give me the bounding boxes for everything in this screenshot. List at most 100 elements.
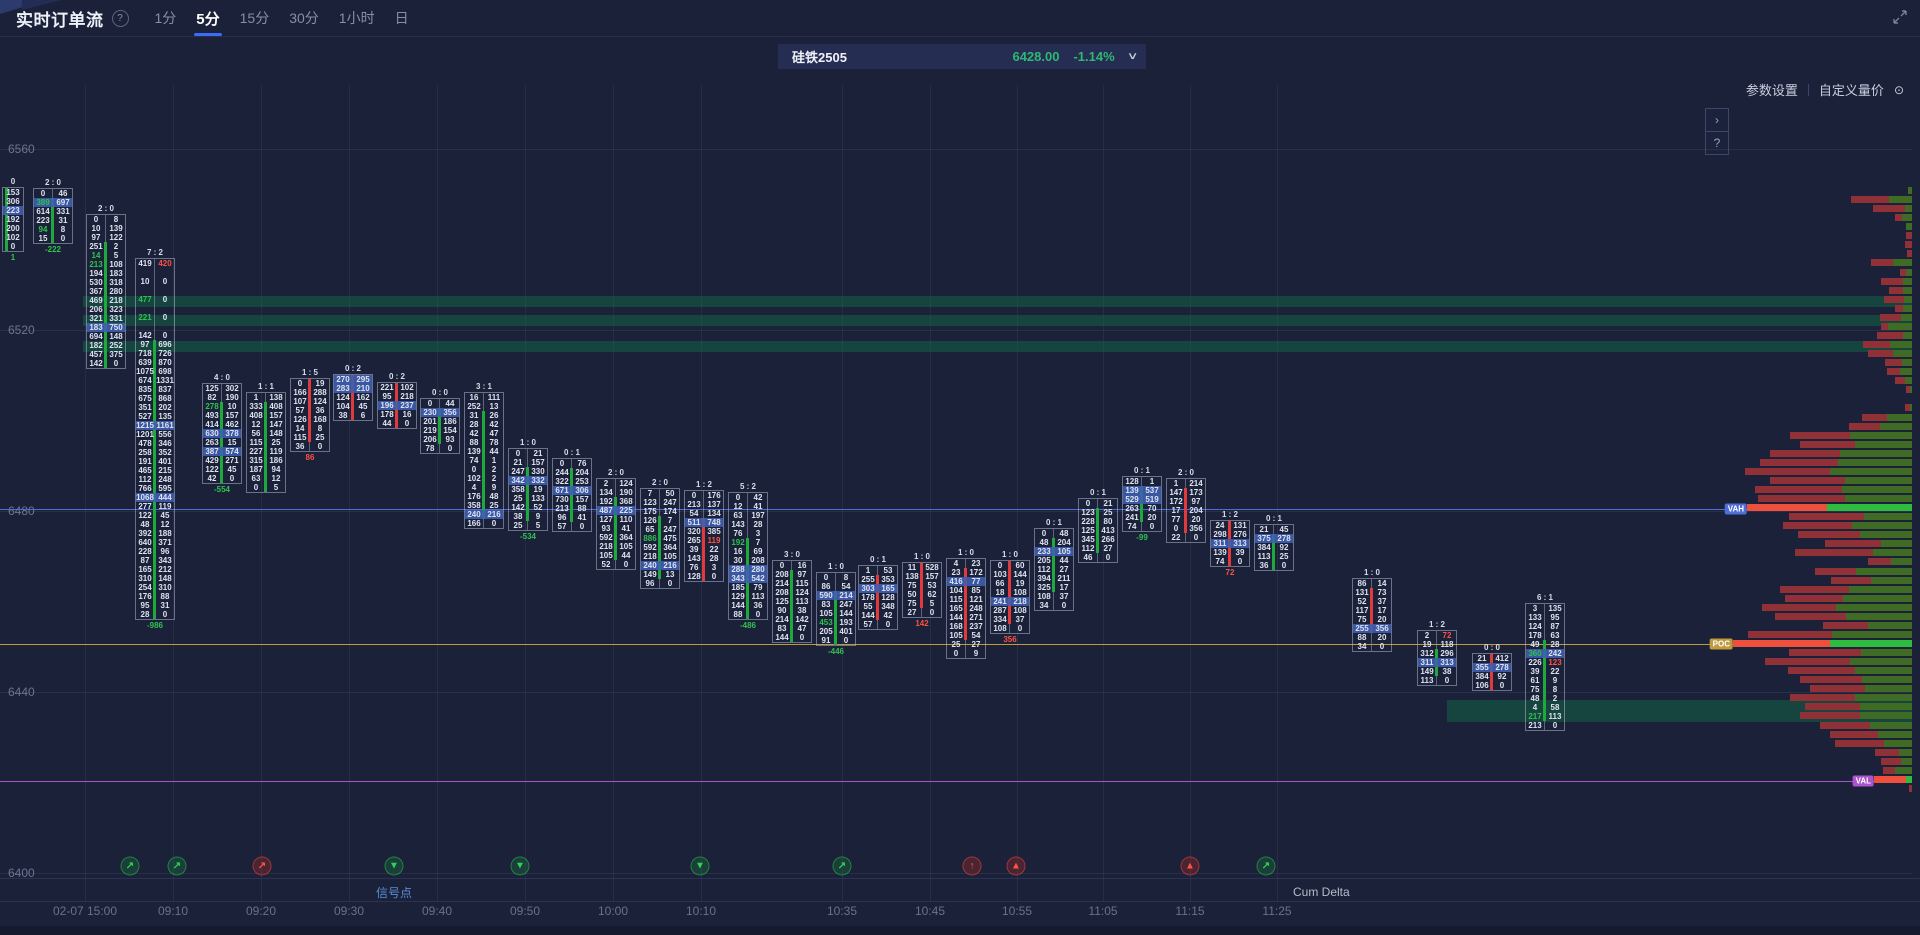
footprint-candle[interactable]: 4 23 23 172 416 77 104 85 115 121 165 248 144 271 168 2…	[946, 548, 986, 659]
chevron-down-icon[interactable]: ∨	[1126, 51, 1139, 62]
signal-marker-sell[interactable]: ↗	[252, 856, 272, 876]
footprint-candle[interactable]: 21 45 375 278 384 92 113 25 36 0 0 : 1	[1254, 514, 1294, 571]
footprint-candle[interactable]: 24 131 298 276 311 313 139 39 74 0 1 : 2 72	[1210, 510, 1250, 577]
footprint-candle[interactable]: 270 295 283 210 124 162 104 45 38 6 0 : 2	[333, 364, 373, 421]
ask-cell: 88	[577, 504, 587, 513]
ask-cell: 412	[1495, 654, 1509, 663]
profile-bar-buy	[1871, 577, 1912, 584]
footprint-candle[interactable]: 0 176 213 137 54 134 511 748 320 385 265 119 39 22 143…	[684, 480, 724, 582]
ask-cell: 174	[663, 507, 677, 516]
signal-marker-buy[interactable]: ▼	[690, 856, 710, 876]
candle-body	[1184, 488, 1187, 533]
footprint-candle[interactable]: 16 111 252 13 31 26 28 42 42 47 88 78 139 44 74 1 0 2 102 2…	[464, 382, 504, 529]
signal-marker-sell[interactable]: ▲	[1006, 856, 1026, 876]
bid-cell: 88	[1357, 633, 1367, 642]
footprint-candle[interactable]: 1 214 147 173 172 97 17 204 77 20 0 356 22 0 2 : 0	[1166, 468, 1206, 543]
candle-row: 74 0	[1211, 557, 1249, 566]
ask-cell: 0	[799, 633, 805, 642]
footprint-candle[interactable]: 1 53 255 353 303 165 178 128 55 348 144 42 57 0 0 : 1	[858, 555, 898, 630]
signal-marker-sell[interactable]: ▲	[1180, 856, 1200, 876]
footprint-candle[interactable]: 0 19 166 288 107 124 57 36 126 168 14 8 115 25 36 0 1 : …	[290, 368, 330, 462]
candle-body	[1490, 654, 1493, 690]
footprint-candle[interactable]: 0 76 244 204 322 253 671 306 730 157 213 88 96 41 57 0 0…	[552, 448, 592, 532]
footprint-candle[interactable]: 0 46 389 697 614 331 223 31 94 8 15 0 2 : 0 -222	[33, 178, 73, 254]
ask-cell: 20	[1147, 513, 1157, 522]
parameter-settings-button[interactable]: 参数设置	[1745, 83, 1798, 98]
ask-cell: 0	[579, 522, 585, 531]
ask-cell: 46	[58, 189, 68, 198]
ask-cell: 444	[158, 493, 172, 502]
footprint-candle[interactable]: 0 44 230 356 201 186 219 154 206 93 78 0 0 : 0	[420, 388, 460, 454]
signal-marker-buy[interactable]: ▼	[510, 856, 530, 876]
profile-bar-sell	[1907, 250, 1912, 257]
top-bar: 实时订单流 ? 1分 5分 15分 30分 1小时 日	[0, 0, 1920, 36]
ask-cell: 0	[229, 474, 235, 483]
gridline-vertical	[1017, 85, 1018, 902]
footprint-candle[interactable]: 153 306 223 192 200 102 0 0 1	[2, 177, 24, 262]
signal-marker-buy[interactable]: ↗	[832, 856, 852, 876]
signal-marker-buy[interactable]: ↗	[1256, 856, 1276, 876]
candle-row: 76 3	[685, 563, 723, 572]
ask-cell: 216	[663, 561, 677, 570]
custom-volume-price-button[interactable]: 自定义量价	[1818, 83, 1884, 98]
ask-cell: 105	[663, 552, 677, 561]
footprint-candle[interactable]: 0 42 12 41 63 197 143 28 76 3 192 7 16 69 30 208 288 280 3…	[728, 482, 768, 630]
footprint-candle[interactable]: 2 72 19 118 312 296 311 313 149 38 113 0 1 : 2	[1417, 620, 1457, 686]
profile-bar-sell	[1810, 685, 1865, 692]
bid-cell: 0	[253, 483, 259, 492]
candle-row: 590 214	[817, 591, 855, 600]
footprint-candle[interactable]: 0 8 10 139 97 122 251 2 14 5 213 108 194 183 530 318 367…	[86, 204, 126, 369]
fullscreen-icon[interactable]	[1892, 9, 1908, 25]
footprint-candle[interactable]: 2 124 134 190 192 368 487 225 127 110 93 41 592 364 21…	[596, 468, 636, 570]
bid-cell: 88	[733, 610, 743, 619]
instrument-selector[interactable]: 硅铁2505 6428.00 -1.14% ∨	[778, 44, 1146, 69]
tab-1分[interactable]: 1分	[154, 10, 177, 26]
footprint-candle[interactable]: 125 302 82 190 278 10 493 157 414 462 630 378 263 15 3…	[202, 373, 242, 494]
signal-marker-sell[interactable]: ↑	[962, 856, 982, 876]
footprint-candle[interactable]: 0 21 21 157 247 330 342 332 358 19 25 133 142 52 38 9 25…	[508, 438, 548, 541]
footprint-candle[interactable]: 419 420 10 0 477 0 221 0 142 0 97 696 718 726 639 870 10…	[135, 248, 175, 630]
footprint-candle[interactable]: 86 14 131 73 52 37 117 17 75 20 255 356 88 20 34 0 1 : 0	[1352, 568, 1392, 652]
ask-cell: 0	[1149, 522, 1155, 531]
footprint-candle[interactable]: 0 60 103 144 66 19 18 108 241 218 287 108 334 37 108 0 1…	[990, 550, 1030, 644]
candle-row: 196 237	[378, 401, 416, 410]
tab-15分[interactable]: 15分	[239, 10, 270, 26]
panel-help-button[interactable]: ?	[1705, 131, 1729, 155]
tab-1小时[interactable]: 1小时	[338, 10, 375, 26]
profile-bar-sell	[1884, 296, 1904, 303]
candle-row: 639 870	[136, 358, 174, 367]
footprint-candle[interactable]: 11 528 138 157 75 53 50 62 75 5 27 0 1 : 0 142	[902, 552, 942, 628]
collapse-panel-button[interactable]: ›	[1705, 108, 1729, 132]
tab-日[interactable]: 日	[394, 10, 409, 26]
tab-5分[interactable]: 5分	[194, 8, 222, 36]
help-icon[interactable]: ?	[111, 9, 129, 27]
profile-bar-sell	[1877, 332, 1903, 339]
bid-cell: 76	[689, 563, 699, 572]
bid-cell: 112	[1081, 544, 1095, 553]
volume-band	[83, 296, 1912, 307]
ask-cell: 542	[751, 574, 765, 583]
footprint-candle[interactable]: 0 21 123 25 228 80 125 413 345 266 112 27 46 0 0 : 1	[1078, 488, 1118, 563]
signal-marker-buy[interactable]: ↗	[120, 856, 140, 876]
footprint-candle[interactable]: 3 135 133 95 124 87 178 63 49 28 360 242 226 123 39 22 6…	[1525, 593, 1565, 731]
footprint-candle[interactable]: 21 412 355 278 384 92 106 0 0 : 0	[1472, 643, 1512, 691]
signal-marker-buy[interactable]: ▼	[384, 856, 404, 876]
signal-marker-buy[interactable]: ↗	[167, 856, 187, 876]
footprint-candle[interactable]: 221 102 95 218 196 237 178 16 44 0 0 : 2	[377, 372, 417, 429]
time-tick-label: 09:50	[509, 904, 541, 918]
bid-cell: 77	[1171, 515, 1181, 524]
footprint-candle[interactable]: 0 8 86 54 590 214 83 247 105 144 453 193 205 401 91 0 1 …	[816, 562, 856, 656]
footprint-candle[interactable]: 128 1 139 537 529 519 263 70 241 20 74 0 0 : 1 -99	[1122, 466, 1162, 542]
footprint-candle[interactable]: 0 48 48 204 233 105 205 44 112 27 394 211 325 17 108 37…	[1034, 518, 1074, 611]
bid-cell: 835	[138, 385, 152, 394]
footprint-candle[interactable]: 0 16 208 97 214 115 208 124 125 113 90 38 214 142 83 47…	[772, 550, 812, 643]
tab-30分[interactable]: 30分	[289, 10, 319, 26]
bid-cell: 0	[40, 189, 46, 198]
value-line-val	[0, 781, 1912, 782]
candle-row	[136, 304, 174, 313]
settings-gear-icon[interactable]: ⊙	[1893, 82, 1904, 97]
footprint-candle[interactable]: 1 138 333 408 408 157 12 147 56 148 115 25 227 119 315…	[246, 382, 286, 493]
line-tag-poc: POC	[1709, 638, 1733, 650]
footprint-candle[interactable]: 7 50 123 247 175 174 126 7 65 247 886 475 592 364 218 1…	[640, 478, 680, 589]
